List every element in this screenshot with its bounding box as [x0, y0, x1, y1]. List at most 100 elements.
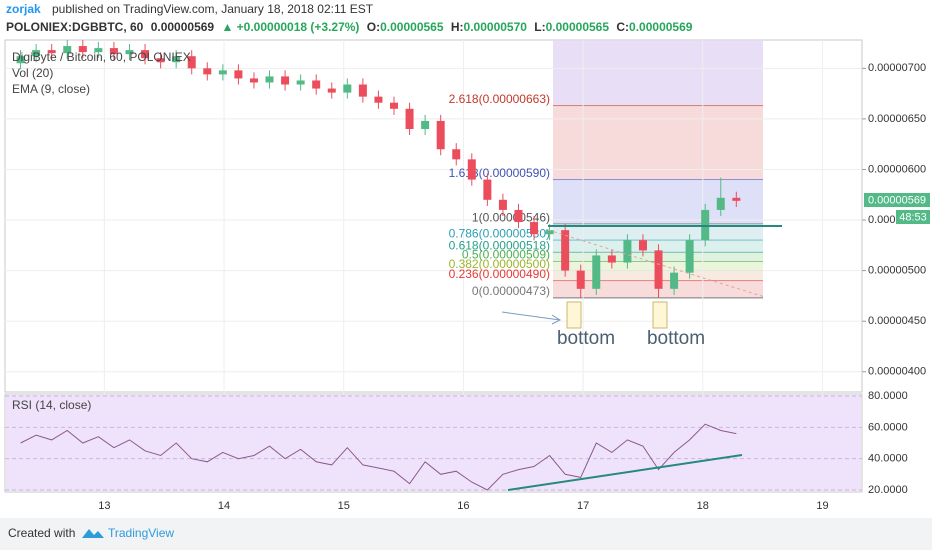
symbol: POLONIEX:DGBBTC, 60	[6, 20, 144, 34]
candle-body	[94, 48, 103, 53]
x-tick-label: 17	[577, 500, 589, 512]
candle-body	[467, 159, 476, 180]
y-tick-label: 0.00000600	[868, 163, 926, 175]
candle-body	[249, 78, 258, 83]
fib-label: 0.236(0.00000490)	[449, 267, 550, 281]
candle-body	[670, 272, 679, 289]
candle-body	[623, 240, 632, 263]
ohlc-label: O:	[367, 20, 380, 34]
candle-body	[390, 102, 399, 109]
fib-zone	[553, 240, 763, 253]
candle-body	[374, 96, 383, 103]
candle-body	[405, 108, 414, 130]
footer-created: Created with	[8, 526, 75, 540]
ohlc-value: 0.00000569	[629, 20, 693, 34]
candle-body	[172, 56, 181, 63]
legend-ema: EMA (9, close)	[12, 82, 90, 96]
candle-body	[234, 70, 243, 79]
candle-body	[498, 199, 507, 210]
legend-symbol: DigiByte / Bitcoin, 60, POLONIEX	[12, 50, 191, 64]
fib-label: 1(0.00000546)	[472, 210, 550, 224]
fib-label: 2.618(0.00000663)	[449, 92, 550, 106]
rsi-title: RSI (14, close)	[12, 398, 91, 412]
ohlc-label: C:	[616, 20, 629, 34]
candle-body	[421, 120, 430, 130]
rsi-trend-line	[507, 454, 743, 491]
candle-body	[78, 46, 87, 53]
arrow	[501, 311, 562, 325]
change: ▲ +0.00000018 (+3.27%)	[221, 20, 359, 34]
candle-body	[16, 56, 25, 64]
x-tick-label: 15	[338, 500, 350, 512]
ohlc-label: H:	[451, 20, 464, 34]
ohlc-label: L:	[534, 20, 545, 34]
candle-body	[685, 240, 694, 273]
legend-volume: Vol (20)	[12, 66, 53, 80]
logo	[82, 529, 104, 538]
footer-brand: TradingView	[108, 526, 174, 540]
ohlc-value: 0.00000565	[380, 20, 444, 34]
candle-body	[265, 76, 274, 83]
candle-body	[63, 46, 72, 54]
published: published on TradingView.com, January 18…	[52, 2, 374, 16]
symbol-line: POLONIEX:DGBBTC, 60 0.00000569 ▲ +0.0000…	[6, 20, 693, 34]
countdown-bg	[896, 210, 930, 224]
candle-body	[514, 209, 523, 223]
candle-body	[576, 270, 585, 289]
fib-label: 0.5(0.00000509)	[462, 248, 550, 262]
candle-body	[732, 197, 741, 201]
x-tick-label: 14	[218, 500, 230, 512]
y-tick-label: 0.00000450	[868, 315, 926, 327]
bottom-box	[652, 301, 668, 329]
candle-body	[545, 230, 554, 235]
last-price: 0.00000569	[151, 20, 215, 34]
fib-label: 1.618(0.00000590)	[449, 166, 550, 180]
candle-body	[296, 80, 305, 85]
fib-zone	[553, 280, 763, 298]
ohlc-value: 0.00000570	[464, 20, 528, 34]
x-tick-label: 19	[816, 500, 828, 512]
price-tag: 0.00000569	[868, 194, 926, 206]
candle-body	[218, 70, 227, 75]
candle-body	[561, 230, 570, 271]
y-tick-label: 40.0000	[868, 453, 908, 465]
candle-body	[436, 120, 445, 150]
bottom-box	[566, 301, 582, 329]
candle-body	[483, 179, 492, 200]
fib-zone	[553, 105, 763, 180]
ohlc-value: 0.00000565	[546, 20, 610, 34]
candle-body	[716, 197, 725, 210]
candle-body	[141, 50, 150, 59]
countdown: 48:53	[899, 211, 927, 223]
fib-zone	[553, 224, 763, 241]
author: zorjak	[6, 2, 41, 16]
y-tick-label: 0.00000500	[868, 265, 926, 277]
candle-body	[312, 80, 321, 89]
candle-body	[187, 56, 196, 69]
x-tick-label: 13	[98, 500, 110, 512]
candle-body	[203, 68, 212, 75]
candle-body	[343, 84, 352, 93]
candle-body	[358, 84, 367, 97]
footer-bg	[0, 518, 932, 550]
candle-body	[125, 50, 134, 55]
y-tick-label: 20.0000	[868, 484, 908, 496]
annotation: bottom	[557, 328, 615, 349]
rsi-line	[20, 423, 737, 491]
y-tick-label: 80.0000	[868, 390, 908, 402]
y-tick-label: 0.00000400	[868, 366, 926, 378]
y-tick-label: 0.00000700	[868, 62, 926, 74]
rsi-band	[6, 395, 861, 491]
x-tick-label: 16	[457, 500, 469, 512]
candle-body	[32, 50, 41, 57]
price-tag-bg	[864, 193, 930, 207]
candle-body	[530, 222, 539, 235]
fib-label: 0.618(0.00000518)	[449, 239, 550, 253]
fib-label: 0(0.00000473)	[472, 284, 550, 298]
price-pane	[4, 39, 863, 393]
candle-body	[592, 255, 601, 289]
y-tick-label: 60.0000	[868, 421, 908, 433]
candle-body	[638, 240, 647, 251]
fib-label: 0.382(0.00000500)	[449, 257, 550, 271]
